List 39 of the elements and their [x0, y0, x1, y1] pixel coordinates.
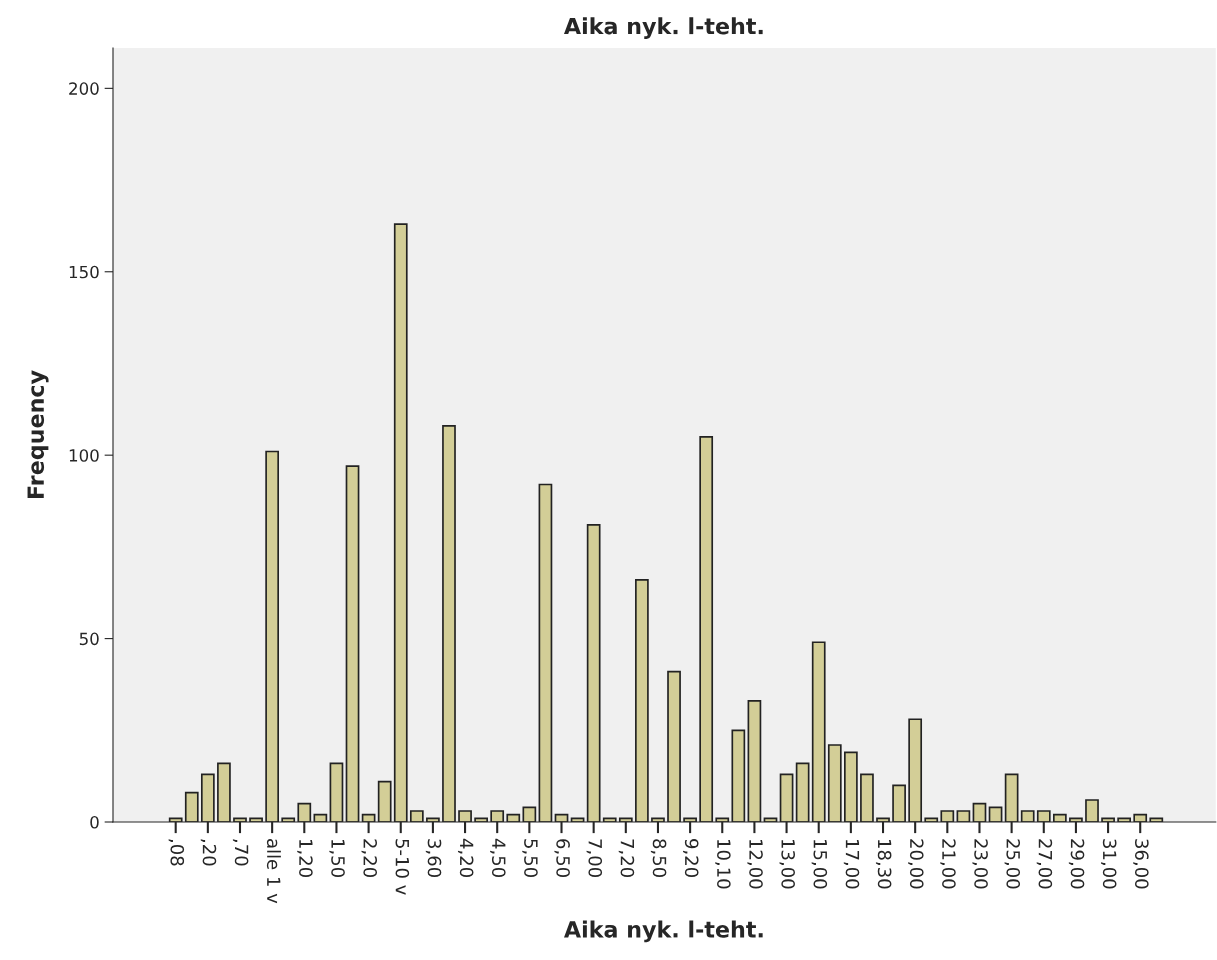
x-tick-label: 20,00	[908, 839, 924, 889]
x-tick-label: 7,20	[618, 839, 635, 877]
x-tick-label: 27,00	[1036, 839, 1053, 889]
y-axis-title: Frequency	[27, 370, 49, 498]
x-tick-label: ,08	[168, 839, 185, 866]
y-tick-label: 50	[79, 632, 99, 646]
y-tick-label: 100	[69, 449, 99, 462]
x-tick-label: 36,00	[1133, 839, 1149, 889]
y-tick-label: 0	[90, 815, 99, 829]
x-tick-label: 31,00	[1101, 839, 1117, 889]
x-tick-label: 2,20	[361, 839, 378, 877]
x-tick-label: 15,00	[811, 839, 828, 889]
x-tick-label: 7,00	[586, 839, 603, 877]
x-tick-label: 29,00	[1068, 839, 1085, 889]
x-tick-label: 23,00	[972, 839, 988, 889]
x-tick-label: 1,20	[297, 839, 313, 877]
y-tick-label: 150	[69, 265, 99, 279]
x-tick-label: alle 1 v	[266, 839, 281, 904]
x-tick-label: 5,50	[522, 839, 538, 877]
x-axis-title: Aika nyk. l-teht.	[564, 920, 763, 943]
x-tick-label: 3,60	[425, 839, 442, 877]
x-tick-label: 12,00	[747, 839, 763, 889]
x-tick-label: 8,50	[650, 839, 667, 877]
x-tick-label: 13,00	[779, 839, 795, 889]
y-tick-label: 200	[69, 82, 99, 95]
x-tick-label: 21,00	[940, 839, 956, 889]
x-tick-label: 17,00	[843, 839, 860, 889]
x-tick-label: 25,00	[1004, 839, 1021, 889]
x-tick-label: 4,50	[490, 838, 506, 877]
x-tick-label: 4,20	[457, 838, 474, 877]
x-tick-label: ,70	[232, 839, 249, 866]
x-tick-label: ,20	[200, 839, 217, 866]
x-tick-label: 1,50	[329, 839, 345, 877]
chart-title: Aika nyk. l-teht.	[564, 17, 763, 39]
x-tick-label: 9,20	[683, 839, 699, 877]
x-tick-label: 6,50	[554, 839, 570, 877]
x-tick-label: 18,30	[875, 839, 892, 889]
x-tick-label: 5-10 v	[395, 839, 410, 895]
x-tick-label: 10,10	[715, 839, 731, 889]
